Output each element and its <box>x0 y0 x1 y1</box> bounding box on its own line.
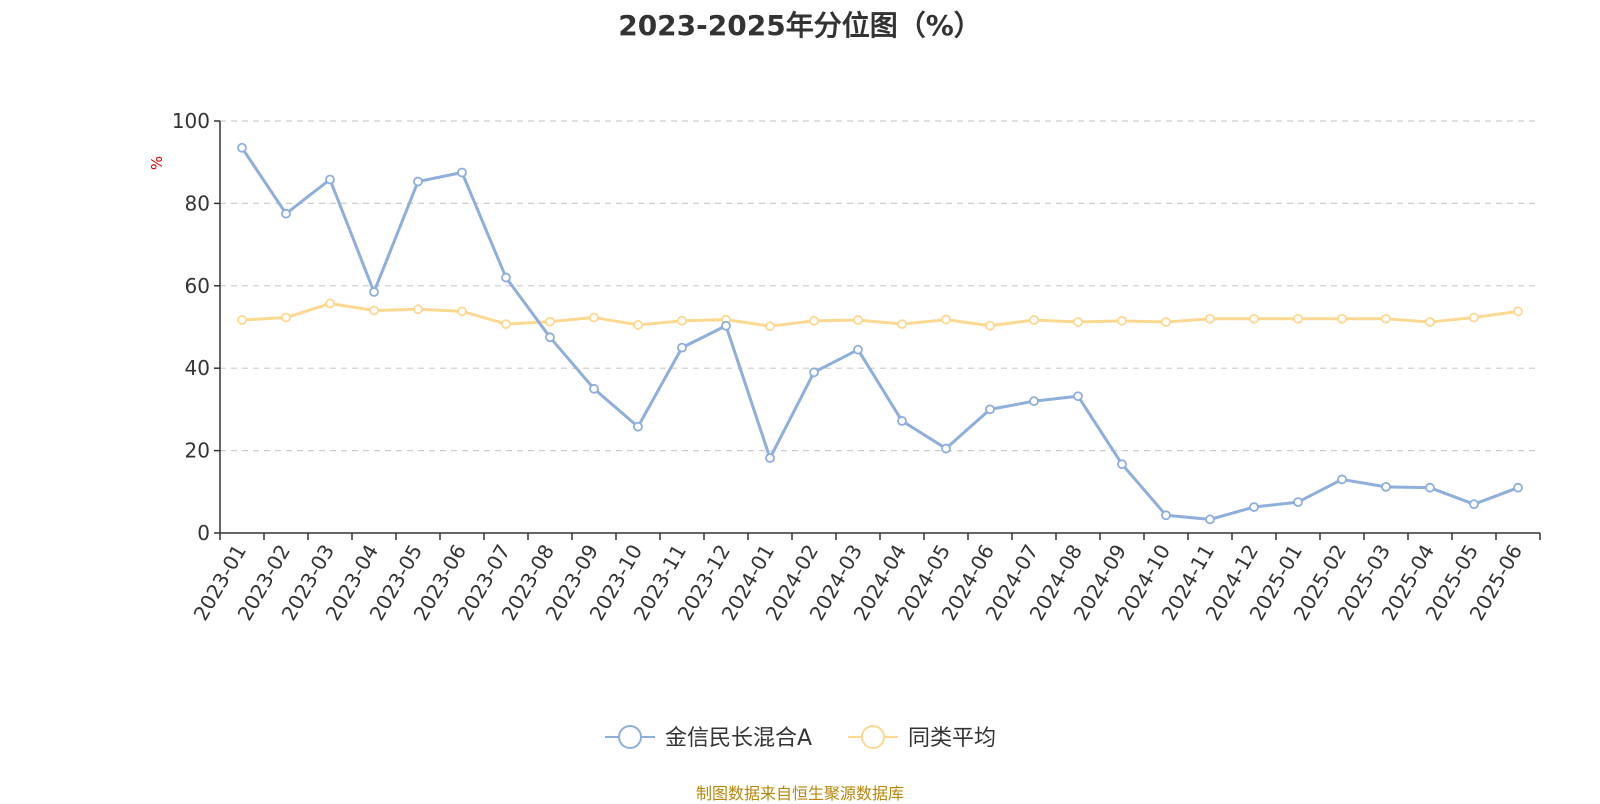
y-tick-label: 100 <box>172 109 210 133</box>
data-point <box>1161 510 1171 521</box>
data-point <box>1249 502 1259 512</box>
data-point <box>413 176 423 187</box>
data-point <box>1293 313 1303 324</box>
data-point <box>369 287 379 297</box>
legend-label: 同类平均 <box>908 726 996 751</box>
data-point <box>721 320 731 331</box>
data-point <box>1249 313 1259 324</box>
data-point <box>457 306 467 317</box>
data-point <box>1293 497 1303 508</box>
data-point <box>1205 514 1215 525</box>
data-point <box>589 383 599 394</box>
data-point <box>1117 315 1127 326</box>
data-point <box>765 453 775 463</box>
data-point <box>853 315 863 325</box>
data-point <box>1513 482 1523 493</box>
data-point <box>853 344 863 355</box>
data-point <box>1161 317 1171 327</box>
series-line-2 <box>241 302 1519 328</box>
data-point <box>545 316 555 327</box>
data-point <box>457 167 467 178</box>
data-point <box>281 312 291 323</box>
data-point <box>941 443 951 454</box>
data-point <box>1513 306 1523 317</box>
data-point <box>369 305 379 316</box>
data-point <box>809 367 819 378</box>
data-point <box>1381 481 1391 492</box>
data-point <box>1381 313 1391 324</box>
data-point <box>633 320 643 330</box>
data-point <box>1029 396 1039 407</box>
data-point <box>1425 482 1435 493</box>
data-point <box>501 272 511 283</box>
data-point <box>1425 317 1435 327</box>
data-point <box>1469 499 1479 510</box>
y-tick-label: 80 <box>185 191 210 215</box>
data-point <box>325 174 335 185</box>
data-point <box>677 315 687 326</box>
series-line-1 <box>240 146 1519 521</box>
data-point <box>237 142 247 153</box>
y-tick-label: 20 <box>185 439 210 463</box>
data-point <box>413 304 423 315</box>
data-point <box>985 320 995 331</box>
data-point <box>325 298 335 309</box>
data-point <box>1073 391 1083 402</box>
data-point <box>897 416 907 426</box>
data-point <box>633 421 643 432</box>
y-tick-label: 40 <box>185 356 210 380</box>
data-point <box>1073 317 1083 327</box>
legend-marker <box>861 725 885 749</box>
data-point <box>1117 459 1127 470</box>
legend-label: 金信民长混合A <box>665 726 812 751</box>
data-point <box>1337 313 1347 324</box>
data-point <box>1205 313 1215 324</box>
data-point <box>1029 315 1039 325</box>
data-point <box>1337 474 1347 485</box>
data-point <box>985 404 995 415</box>
data-point <box>809 315 819 326</box>
data-point <box>237 315 247 325</box>
data-point <box>941 314 951 325</box>
y-axis-label: % <box>148 156 166 170</box>
data-point <box>281 208 291 219</box>
data-point <box>545 332 555 343</box>
data-point <box>589 312 599 323</box>
y-tick-label: 60 <box>185 274 210 298</box>
chart-title: 2023-2025年分位图（%） <box>618 9 982 42</box>
line-chart: 020406080100%2023-012023-022023-032023-0… <box>148 109 1541 751</box>
data-point <box>1469 312 1479 323</box>
y-tick-label: 0 <box>197 521 210 545</box>
data-point <box>765 321 775 332</box>
data-point <box>501 319 511 330</box>
legend-marker <box>618 725 642 749</box>
source-note: 制图数据来自恒生聚源数据库 <box>695 784 904 803</box>
data-point <box>897 319 907 330</box>
data-point <box>677 342 687 353</box>
